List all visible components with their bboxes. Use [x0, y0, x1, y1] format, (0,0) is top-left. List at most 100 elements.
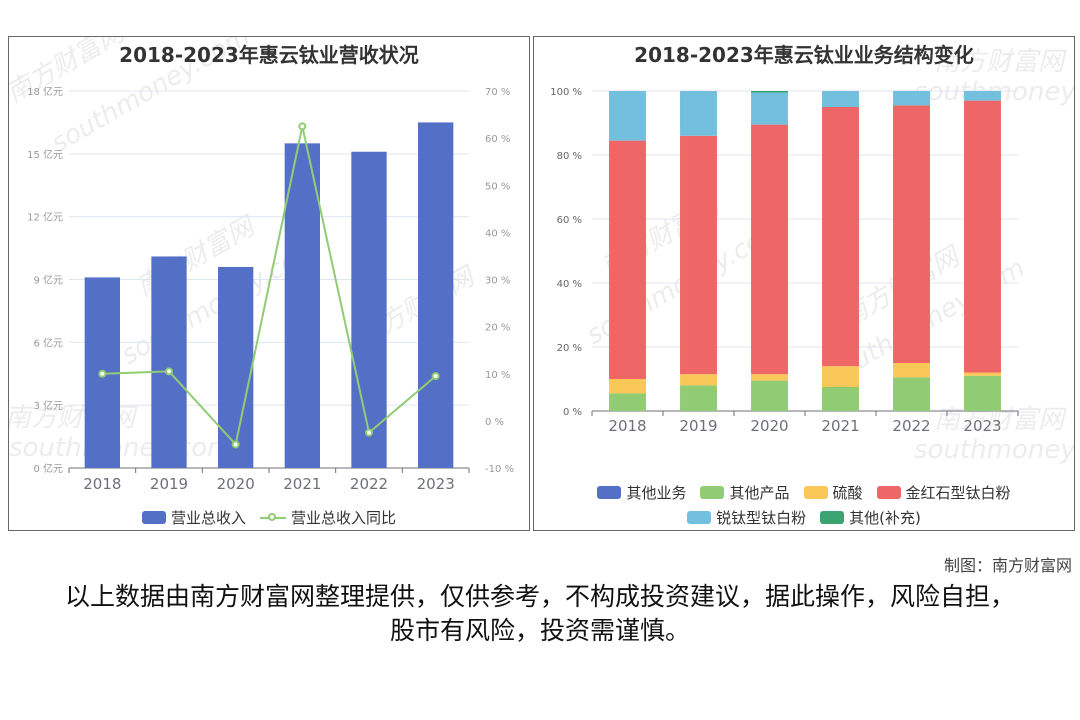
legend-swatch	[803, 486, 828, 499]
legend-label: 硫酸	[832, 484, 863, 502]
chart-title: 2018-2023年惠云钛业业务结构变化	[634, 43, 974, 67]
stacked-bar-segment	[609, 379, 646, 394]
stacked-bar-segment	[822, 91, 859, 107]
y-left-tick-label: 3 亿元	[33, 399, 63, 412]
y-right-tick-label: 30 %	[485, 276, 510, 287]
x-tick-label: 2018	[608, 417, 646, 435]
legend-item[interactable]: 锐钛型钛白粉	[687, 507, 806, 528]
y-right-tick-label: 40 %	[485, 228, 510, 239]
y-left-tick-label: 9 亿元	[33, 274, 63, 287]
stacked-bar-segment	[609, 393, 646, 411]
legend: 其他业务 其他产品 硫酸 金红石型钛白粉 锐钛型钛白粉 其他(补充)	[534, 482, 1074, 530]
stacked-bar-segment	[751, 92, 788, 125]
legend-label: 其他产品	[729, 484, 790, 502]
stacked-bar-segment	[751, 91, 788, 93]
legend-item-revenue-yoy[interactable]: 营业总收入同比	[260, 507, 396, 528]
stacked-bar-segment	[822, 107, 859, 367]
y-right-tick-label: 50 %	[485, 181, 510, 192]
y-right-tick-label: -10 %	[485, 464, 514, 475]
x-tick-label: 2018	[83, 475, 121, 493]
legend-swatch	[700, 486, 725, 499]
x-tick-label: 2023	[417, 475, 455, 493]
legend-label: 其他业务	[626, 484, 687, 502]
legend-swatch	[597, 486, 622, 499]
stacked-bar-segment	[609, 140, 646, 379]
y-left-tick-label: 0 亿元	[33, 462, 63, 475]
bar-revenue	[284, 143, 320, 468]
y-tick-label: 40 %	[557, 279, 582, 290]
line-revenue-yoy	[102, 126, 437, 447]
stacked-bar-segment	[609, 91, 646, 141]
x-tick-label: 2019	[679, 417, 717, 435]
legend-label: 营业总收入同比	[291, 509, 397, 527]
disclaimer-text: 以上数据由南方财富网整理提供，仅供参考，不构成投资建议，据此操作，风险自担，股市…	[64, 582, 1015, 645]
stacked-bar-segment	[751, 380, 788, 411]
stacked-bar-segment	[680, 385, 717, 411]
legend-item[interactable]: 其他产品	[700, 482, 790, 503]
structure-chart-panel: 南方财富网 southmoney.com 南方财富网 southmoney.co…	[533, 36, 1075, 531]
bar-revenue	[218, 266, 254, 468]
legend: 营业总收入 营业总收入同比	[9, 507, 529, 530]
y-left-tick-label: 15 亿元	[27, 148, 63, 161]
y-tick-label: 80 %	[557, 151, 582, 162]
legend-label: 营业总收入	[170, 509, 246, 527]
y-right-tick-label: 70 %	[485, 87, 510, 98]
chart-credit: 制图：南方财富网	[943, 556, 1072, 575]
stacked-bar-segment	[680, 135, 717, 375]
stacked-bar-segment	[964, 375, 1001, 411]
x-tick-label: 2020	[217, 475, 255, 493]
legend-label: 锐钛型钛白粉	[716, 509, 807, 527]
bar-revenue	[418, 122, 454, 469]
y-left-tick-label: 6 亿元	[33, 336, 63, 349]
y-right-tick-label: 0 %	[485, 417, 504, 428]
revenue-chart-svg: 0 亿元 3 亿元 6 亿元 9 亿元 12 亿元 15 亿元 18 亿元 -10 % 0 % 1…	[27, 85, 514, 493]
legend-item[interactable]: 其他(补充)	[820, 507, 921, 528]
legend-swatch	[820, 511, 845, 524]
legend-label: 金红石型钛白粉	[905, 484, 1011, 502]
y-right-tick-label: 10 %	[485, 370, 510, 381]
x-tick-label: 2020	[750, 417, 788, 435]
legend-item-revenue[interactable]: 营业总收入	[141, 507, 246, 528]
revenue-chart-panel: 南方财富网 southmoney.com 南方财富网 southmoney.co…	[8, 36, 530, 531]
point-revenue-yoy	[231, 440, 240, 449]
x-tick-label: 2019	[150, 475, 188, 493]
point-revenue-yoy	[365, 428, 373, 437]
y-left-tick-label: 12 亿元	[27, 211, 63, 224]
stacked-bar-segment	[893, 105, 930, 364]
stacked-bar-segment	[680, 91, 717, 136]
legend-item[interactable]: 金红石型钛白粉	[876, 482, 1011, 503]
point-revenue-yoy	[165, 367, 173, 376]
x-tick-label: 2022	[892, 417, 930, 435]
x-tick-label: 2023	[963, 417, 1001, 435]
legend-swatch	[141, 511, 166, 524]
stacked-bar-segment	[822, 366, 859, 387]
y-right-tick-label: 60 %	[485, 134, 510, 145]
point-revenue-yoy	[431, 372, 440, 381]
bar-revenue	[151, 256, 187, 468]
chart-title: 2018-2023年惠云钛业营收状况	[119, 43, 419, 67]
stacked-bar-segment	[893, 377, 930, 411]
y-right-tick-label: 20 %	[485, 323, 510, 334]
y-left-tick-label: 18 亿元	[27, 85, 63, 98]
bar-revenue	[351, 151, 387, 468]
stacked-bar-segment	[893, 363, 930, 378]
point-revenue-yoy	[298, 122, 307, 131]
y-tick-label: 100 %	[550, 87, 582, 98]
x-tick-label: 2022	[350, 475, 388, 493]
stacked-bar-segment	[893, 91, 930, 106]
stacked-bar-segment	[822, 387, 859, 411]
y-tick-label: 20 %	[557, 343, 582, 354]
stacked-bar-segment	[964, 100, 1001, 373]
stacked-bar-segment	[751, 374, 788, 381]
point-revenue-yoy	[98, 369, 107, 378]
legend-item[interactable]: 硫酸	[803, 482, 863, 503]
stacked-bar-segment	[680, 374, 717, 386]
legend-item[interactable]: 其他业务	[597, 482, 686, 503]
legend-line-marker-icon	[260, 511, 286, 525]
stacked-bar-segment	[751, 124, 788, 375]
x-tick-label: 2021	[283, 475, 321, 493]
stacked-bar-segment	[964, 372, 1001, 376]
y-tick-label: 60 %	[557, 215, 582, 226]
legend-swatch	[876, 486, 901, 499]
structure-chart-svg: 0 % 20 % 40 % 60 % 80 % 100 % 2018 2019 2020 2021…	[550, 87, 1019, 435]
